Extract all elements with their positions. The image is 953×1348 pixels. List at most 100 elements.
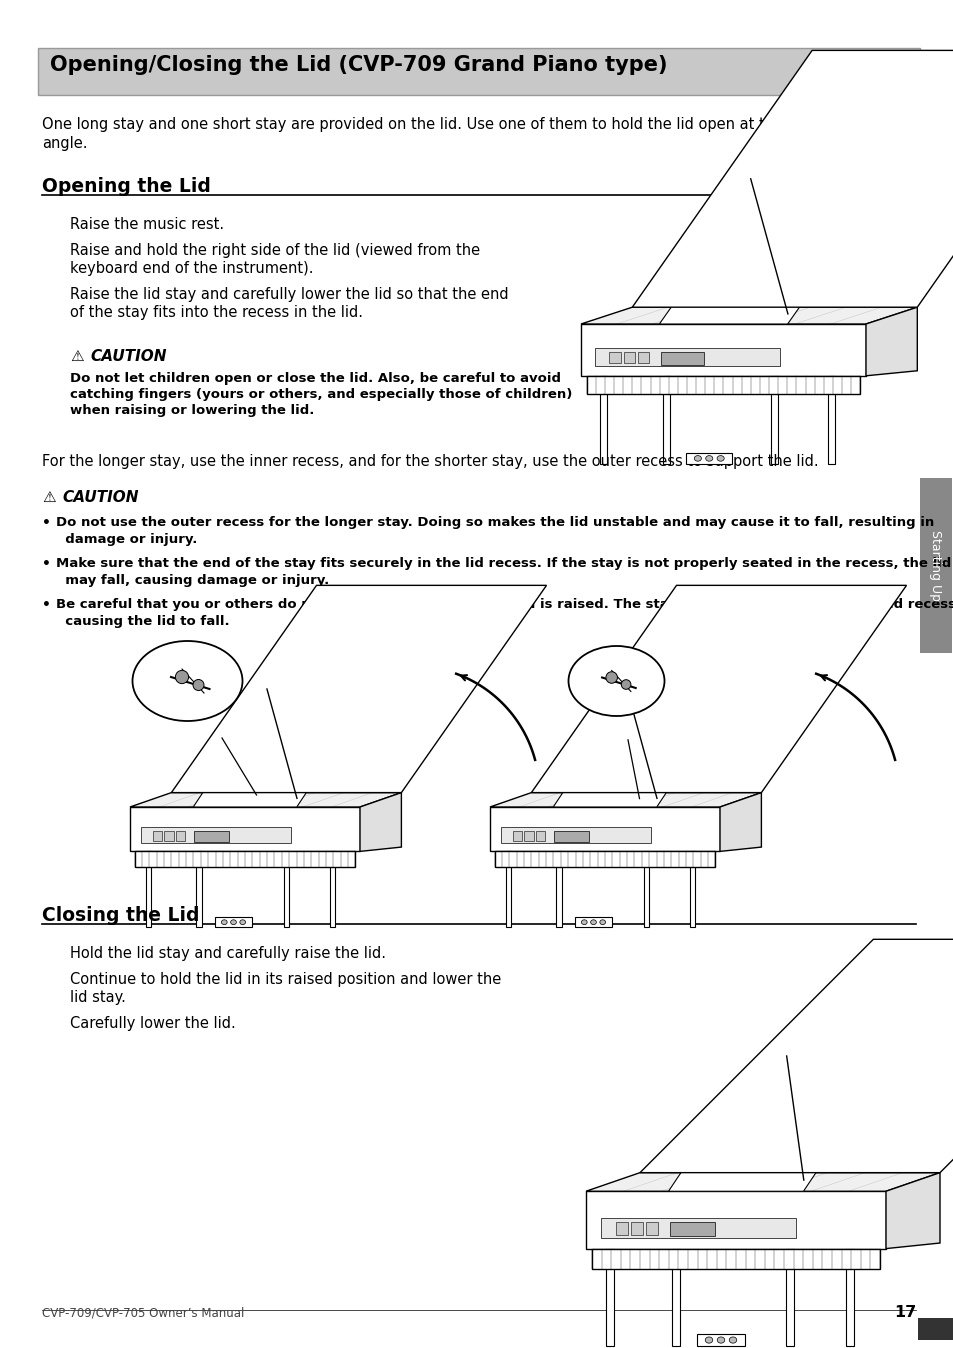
Polygon shape xyxy=(490,793,760,807)
Text: Opening the Lid: Opening the Lid xyxy=(42,177,211,195)
Polygon shape xyxy=(130,793,401,807)
Text: when raising or lowering the lid.: when raising or lowering the lid. xyxy=(70,404,314,417)
Text: Be careful that you or others do not bump the stay while the lid is raised. The : Be careful that you or others do not bum… xyxy=(56,599,953,611)
Bar xyxy=(669,1223,714,1236)
Ellipse shape xyxy=(221,919,227,925)
Polygon shape xyxy=(490,807,720,852)
Bar xyxy=(616,1223,627,1235)
Text: •: • xyxy=(42,599,51,612)
Text: may fall, causing damage or injury.: may fall, causing damage or injury. xyxy=(56,574,329,586)
Bar xyxy=(689,852,695,927)
Bar xyxy=(645,1223,658,1235)
Polygon shape xyxy=(575,918,611,927)
Text: angle.: angle. xyxy=(42,136,88,151)
Bar xyxy=(827,376,835,464)
Bar xyxy=(672,1248,679,1347)
Polygon shape xyxy=(686,453,731,464)
Ellipse shape xyxy=(590,919,596,925)
Text: catching fingers (yours or others, and especially those of children): catching fingers (yours or others, and e… xyxy=(70,388,572,400)
Text: CAUTION: CAUTION xyxy=(62,491,138,506)
Text: Hold the lid stay and carefully raise the lid.: Hold the lid stay and carefully raise th… xyxy=(70,946,386,961)
Text: ⚠: ⚠ xyxy=(42,491,55,506)
Polygon shape xyxy=(214,918,252,927)
Text: Raise and hold the right side of the lid (viewed from the: Raise and hold the right side of the lid… xyxy=(70,243,479,257)
Bar xyxy=(536,830,544,841)
Text: lid stay.: lid stay. xyxy=(70,989,126,1006)
Circle shape xyxy=(605,671,617,683)
Polygon shape xyxy=(639,940,953,1173)
Bar xyxy=(770,376,778,464)
Polygon shape xyxy=(531,585,905,793)
Polygon shape xyxy=(501,828,650,842)
Ellipse shape xyxy=(705,456,712,461)
Bar xyxy=(662,376,669,464)
Text: ⚠: ⚠ xyxy=(70,349,84,364)
Polygon shape xyxy=(592,1248,879,1268)
Polygon shape xyxy=(580,324,865,376)
Text: 17: 17 xyxy=(893,1305,915,1320)
Polygon shape xyxy=(595,348,780,367)
Bar xyxy=(623,352,635,363)
Bar xyxy=(194,830,229,841)
Text: Raise the music rest.: Raise the music rest. xyxy=(70,217,224,232)
Text: Starting Up: Starting Up xyxy=(928,530,942,601)
Text: Longer stay: Longer stay xyxy=(251,686,332,700)
Text: Do not use the outer recess for the longer stay. Doing so makes the lid unstable: Do not use the outer recess for the long… xyxy=(56,516,933,528)
Text: Make sure that the end of the stay fits securely in the lid recess. If the stay : Make sure that the end of the stay fits … xyxy=(56,557,950,570)
Ellipse shape xyxy=(239,919,245,925)
Polygon shape xyxy=(585,1192,885,1248)
Polygon shape xyxy=(659,287,812,324)
Polygon shape xyxy=(134,852,355,867)
FancyBboxPatch shape xyxy=(38,49,919,94)
Polygon shape xyxy=(668,1151,830,1192)
Ellipse shape xyxy=(717,456,723,461)
Text: •: • xyxy=(42,516,51,530)
Polygon shape xyxy=(632,50,953,307)
Circle shape xyxy=(620,679,630,689)
FancyBboxPatch shape xyxy=(917,1318,953,1340)
Bar xyxy=(605,1248,613,1347)
Polygon shape xyxy=(585,1173,939,1192)
Polygon shape xyxy=(600,1217,795,1237)
Polygon shape xyxy=(130,807,359,852)
Ellipse shape xyxy=(704,1337,712,1343)
Circle shape xyxy=(175,670,189,683)
Polygon shape xyxy=(193,776,317,807)
Polygon shape xyxy=(720,793,760,852)
Bar xyxy=(513,830,521,841)
Text: Continue to hold the lid in its raised position and lower the: Continue to hold the lid in its raised p… xyxy=(70,972,500,987)
Text: keyboard end of the instrument).: keyboard end of the instrument). xyxy=(70,262,314,276)
Bar xyxy=(630,1223,642,1235)
Bar xyxy=(638,352,649,363)
Bar xyxy=(643,852,649,927)
Polygon shape xyxy=(885,1173,939,1248)
Polygon shape xyxy=(586,376,860,394)
Text: damage or injury.: damage or injury. xyxy=(56,532,197,546)
Polygon shape xyxy=(494,852,715,867)
Polygon shape xyxy=(697,1335,744,1347)
Bar xyxy=(329,852,335,927)
Text: Carefully lower the lid.: Carefully lower the lid. xyxy=(70,1016,235,1031)
Polygon shape xyxy=(865,307,917,376)
Polygon shape xyxy=(141,828,291,842)
Circle shape xyxy=(193,679,204,690)
Bar xyxy=(283,852,289,927)
FancyBboxPatch shape xyxy=(919,479,951,652)
Text: •: • xyxy=(42,557,51,572)
Bar xyxy=(164,830,173,841)
Ellipse shape xyxy=(599,919,605,925)
Text: Do not let children open or close the lid. Also, be careful to avoid: Do not let children open or close the li… xyxy=(70,372,560,386)
Text: Closing the Lid: Closing the Lid xyxy=(42,906,199,925)
Bar xyxy=(196,852,202,927)
Polygon shape xyxy=(553,776,677,807)
Ellipse shape xyxy=(728,1337,736,1343)
Text: For the longer stay, use the inner recess, and for the shorter stay, use the out: For the longer stay, use the inner reces… xyxy=(42,454,818,469)
Ellipse shape xyxy=(132,642,242,721)
Bar xyxy=(660,352,702,364)
Bar xyxy=(146,852,152,927)
Text: causing the lid to fall.: causing the lid to fall. xyxy=(56,615,230,628)
Bar xyxy=(556,852,561,927)
Text: CVP-709/CVP-705 Owner’s Manual: CVP-709/CVP-705 Owner’s Manual xyxy=(42,1308,244,1320)
Polygon shape xyxy=(580,307,917,324)
Ellipse shape xyxy=(717,1337,724,1343)
